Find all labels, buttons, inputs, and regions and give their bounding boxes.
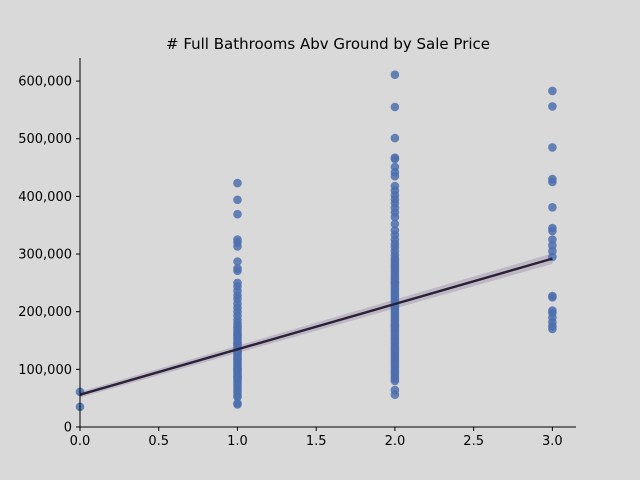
y-tick-label: 200,000 [18, 305, 72, 320]
y-tick-label: 100,000 [18, 363, 72, 378]
scatter-point [548, 324, 557, 334]
y-tick-label: 500,000 [18, 132, 72, 147]
scatter-point [390, 133, 400, 143]
regression-line-layer [79, 257, 553, 396]
scatter-point [548, 293, 557, 302]
scatter-point [390, 171, 400, 181]
scatter-point [233, 257, 242, 266]
y-tick-label: 0 [64, 421, 72, 436]
x-tick-label: 2.5 [463, 434, 484, 449]
scatter-point [548, 177, 557, 187]
x-tick-label: 0.5 [148, 434, 169, 449]
scatter-point [390, 70, 400, 79]
scatter-point [233, 178, 242, 188]
scatter-point [233, 372, 242, 381]
scatter-point [548, 226, 557, 236]
scatter-point [233, 400, 242, 409]
scatter-point [548, 203, 557, 212]
y-tick-label: 400,000 [18, 190, 72, 205]
x-tick-label: 2.0 [385, 434, 406, 449]
scatter-point [233, 209, 242, 219]
x-tick-label: 1.5 [306, 434, 327, 449]
scatter-point [233, 392, 242, 402]
y-tick-label: 300,000 [18, 248, 72, 263]
axes-layer: 0.0 0.5 1.0 1.5 2.0 2.5 3.0 0 100,000 200,000 300,… [18, 58, 576, 449]
scatter-point [390, 212, 400, 222]
scatter-point [390, 278, 400, 288]
scatter-point [390, 390, 400, 400]
scatter-point [233, 195, 242, 205]
scatter-point [548, 102, 557, 111]
scatter-point [390, 102, 400, 112]
x-tick-label: 1.0 [227, 434, 248, 449]
chart-title: # Full Bathrooms Abv Ground by Sale Pric… [166, 35, 490, 53]
scatter-point [390, 154, 400, 164]
scatter-point [390, 219, 400, 229]
scatter-point [233, 266, 242, 276]
scatter-point [233, 242, 242, 251]
scatter-point [233, 330, 242, 340]
scatter-point [548, 86, 557, 96]
scatter-point [233, 354, 242, 364]
regression-line [79, 257, 553, 396]
y-tick-label: 600,000 [18, 75, 72, 90]
scatter-point [233, 365, 242, 374]
scatter-point [548, 143, 557, 152]
x-tick-label: 3.0 [542, 434, 563, 449]
scatter-point [233, 339, 242, 348]
scatter-point [390, 321, 400, 331]
scatter-point [390, 376, 400, 386]
points-layer [75, 70, 557, 412]
x-tick-label: 0.0 [70, 434, 91, 449]
